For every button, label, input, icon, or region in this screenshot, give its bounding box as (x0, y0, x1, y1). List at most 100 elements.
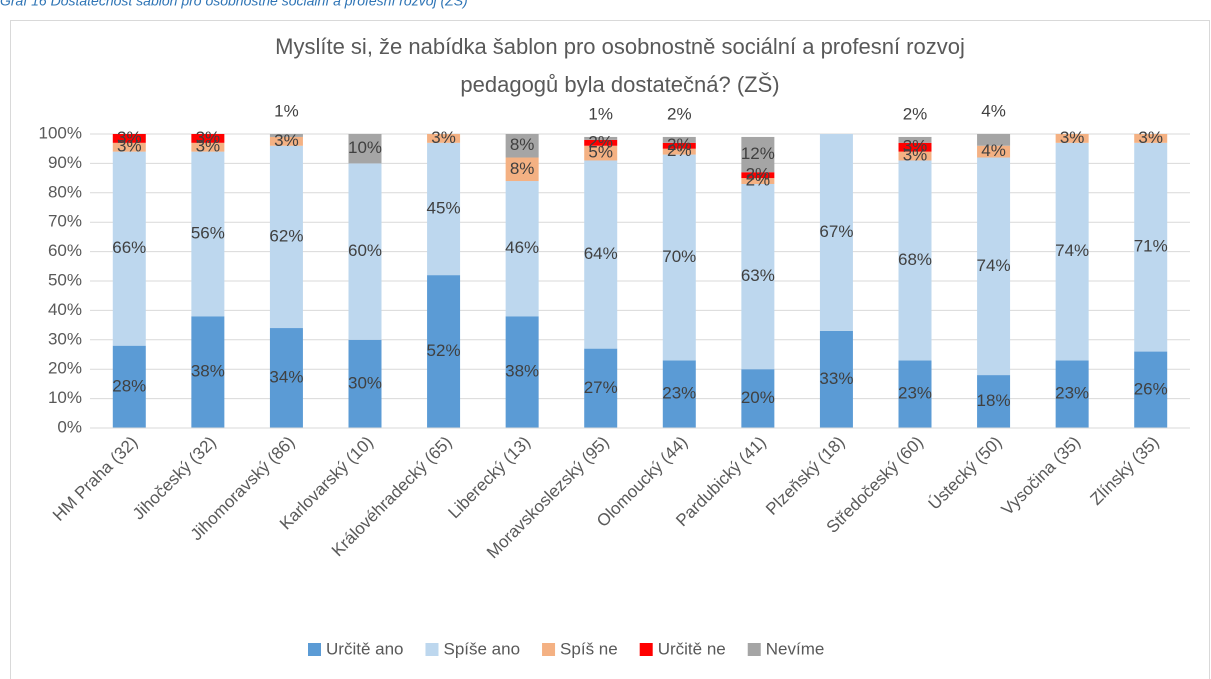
data-label: 38% (505, 362, 539, 381)
data-label: 56% (191, 223, 225, 242)
legend-label: Určitě ne (658, 639, 726, 658)
x-tick-label: Plzeňský (18) (762, 433, 848, 519)
bar-segment (898, 142, 932, 152)
data-label: 5% (588, 143, 613, 162)
bar-segment (112, 134, 146, 143)
bar-segment (977, 157, 1011, 376)
data-label: 67% (819, 222, 853, 241)
data-label: 3% (117, 137, 142, 156)
y-tick-label: 10% (48, 388, 82, 407)
caption: Graf 16 Dostatečnost šablon pro osobnost… (0, 0, 468, 9)
data-label: 2% (667, 104, 692, 123)
x-tick-label: Jihočeský (32) (129, 433, 220, 524)
data-label: 28% (112, 376, 146, 395)
data-label: 12% (741, 144, 775, 163)
data-label: 52% (427, 341, 461, 360)
data-label: 8% (510, 159, 535, 178)
data-label: 46% (505, 238, 539, 257)
bar-segment (741, 183, 775, 370)
bar-segment (977, 145, 1011, 158)
y-tick-label: 40% (48, 300, 82, 319)
bar-segment (741, 369, 775, 428)
y-tick-label: 100% (39, 123, 82, 142)
data-label: 3% (903, 146, 928, 165)
data-label: 33% (819, 369, 853, 388)
data-label: 23% (1055, 384, 1089, 403)
bar-segment (741, 178, 775, 184)
data-label: 3% (431, 128, 456, 147)
chart-frame (10, 20, 1210, 679)
bar-segment (584, 145, 618, 161)
bar-segment (662, 142, 696, 149)
chart-title: pedagogů byla dostatečná? (ZŠ) (460, 72, 779, 97)
x-tick-label: Zlínský (35) (1086, 433, 1162, 509)
bar-segment (191, 316, 225, 428)
bar-segment (348, 134, 382, 164)
legend-swatch (747, 643, 761, 656)
bar-segment (584, 348, 618, 428)
bar-segment (112, 142, 146, 152)
bar-segment (662, 360, 696, 428)
data-label: 3% (1060, 128, 1085, 147)
data-label: 2% (903, 104, 928, 123)
data-label: 63% (741, 266, 775, 285)
data-label: 4% (981, 141, 1006, 160)
data-label: 30% (348, 373, 382, 392)
data-label: 70% (662, 247, 696, 266)
bar-segment (269, 134, 303, 137)
data-label: 8% (510, 135, 535, 154)
bar-segment (1134, 134, 1168, 143)
data-label: 60% (348, 241, 382, 260)
data-label: 45% (427, 198, 461, 217)
bar-segment (1134, 142, 1168, 352)
data-label: 62% (269, 226, 303, 245)
data-label: 2% (667, 141, 692, 160)
bar-segment (898, 160, 932, 361)
chart-title: Myslíte si, že nabídka šablon pro osobno… (275, 34, 965, 59)
bar-segment (977, 375, 1011, 428)
bar-segment (191, 134, 225, 143)
legend-label: Nevíme (766, 639, 825, 658)
bar-segment (898, 360, 932, 428)
bar-segment (505, 316, 539, 428)
data-label: 3% (117, 128, 142, 147)
bar-segment (662, 154, 696, 361)
y-tick-label: 20% (48, 359, 82, 378)
data-label: 66% (112, 238, 146, 257)
legend-label: Spíš ne (560, 639, 618, 658)
bar-segment (348, 163, 382, 340)
data-label: 20% (741, 388, 775, 407)
data-label: 3% (196, 128, 221, 147)
x-tick-label: Ústecký (50) (925, 433, 1006, 514)
bar-segment (1055, 360, 1089, 428)
x-tick-label: Liberecký (13) (445, 433, 535, 523)
data-label: 74% (977, 256, 1011, 275)
bar-segment (427, 275, 461, 428)
y-tick-label: 90% (48, 153, 82, 172)
legend: Určitě ano Spíše ano Spíš ne Určitě ne Nevím… (308, 639, 824, 658)
bar-segment (112, 151, 146, 346)
data-label: 18% (977, 391, 1011, 410)
bar-segment (584, 160, 618, 349)
data-label: 64% (584, 244, 618, 263)
bar-segment (977, 134, 1011, 146)
bar-segment (898, 136, 932, 143)
data-label: 26% (1134, 379, 1168, 398)
y-tick-label: 60% (48, 241, 82, 260)
bar-segment (427, 142, 461, 276)
legend-label: Spíše ano (443, 639, 520, 658)
bar-segment (584, 139, 618, 146)
bar-segment (898, 151, 932, 161)
data-label: 2% (746, 165, 771, 184)
data-label: 1% (588, 104, 613, 123)
data-label: 34% (269, 368, 303, 387)
bar-segment (505, 181, 539, 317)
bar-segment (505, 157, 539, 182)
data-label: 74% (1055, 241, 1089, 260)
bar-segment (427, 134, 461, 143)
bar-segment (584, 136, 618, 140)
data-label: 2% (588, 132, 613, 151)
bar-segment (112, 345, 146, 428)
legend-swatch (425, 643, 439, 656)
